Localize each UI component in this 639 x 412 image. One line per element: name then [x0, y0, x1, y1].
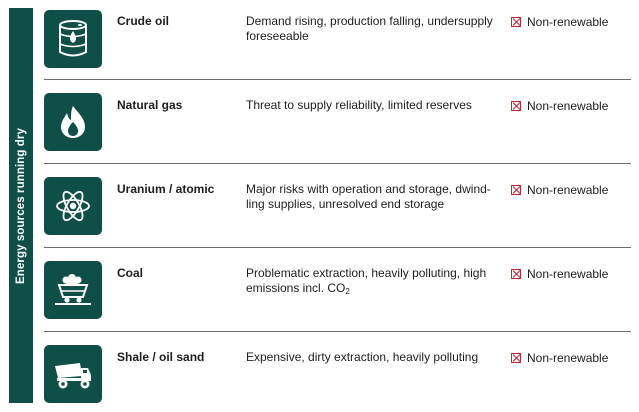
row-name: Uranium / atomic — [117, 182, 215, 196]
status-label: Non-renewable — [527, 351, 609, 365]
description-text: Problematic extraction, heavily pollutin… — [246, 266, 487, 295]
row-description: Problematic extraction, heavily pollutin… — [246, 266, 506, 299]
cross-box-icon — [511, 353, 521, 363]
row-description: Expensive, dirty extraction, heavily pol… — [246, 350, 479, 364]
sidebar-title: Energy sources running dry — [15, 127, 27, 284]
cross-box-icon — [511, 17, 521, 27]
atom-icon — [44, 177, 102, 235]
status-label: Non-renewable — [527, 15, 609, 29]
row-status: Non-renewable — [511, 267, 608, 281]
row-description: Major risks with operation and storage, … — [246, 182, 491, 211]
subscript-text: 2 — [345, 287, 350, 296]
status-label: Non-renewable — [527, 183, 609, 197]
cross-box-icon — [511, 101, 521, 111]
cross-box-icon — [511, 185, 521, 195]
row-description: Threat to supply reliability, limited re… — [246, 98, 472, 112]
status-label: Non-renewable — [527, 267, 609, 281]
row-name: Natural gas — [117, 98, 183, 112]
row-description: Demand rising, production falling, under… — [246, 14, 493, 43]
row-status: Non-renewable — [511, 183, 608, 197]
coal-cart-icon — [44, 261, 102, 319]
row-name: Coal — [117, 266, 144, 280]
row-name: Crude oil — [117, 14, 170, 28]
divider — [44, 163, 631, 164]
oil-barrel-icon — [44, 10, 102, 68]
dump-truck-icon — [44, 345, 102, 403]
energy-source-list: Crude oil Demand rising, production fall… — [44, 0, 631, 412]
row-name: Shale / oil sand — [117, 350, 205, 364]
row-status: Non-renewable — [511, 351, 608, 365]
cross-box-icon — [511, 269, 521, 279]
divider — [44, 247, 631, 248]
divider — [44, 79, 631, 80]
flame-icon — [44, 93, 102, 151]
status-label: Non-renewable — [527, 99, 609, 113]
sidebar: Energy sources running dry — [9, 8, 33, 403]
row-status: Non-renewable — [511, 15, 608, 29]
row-status: Non-renewable — [511, 99, 608, 113]
divider — [44, 331, 631, 332]
